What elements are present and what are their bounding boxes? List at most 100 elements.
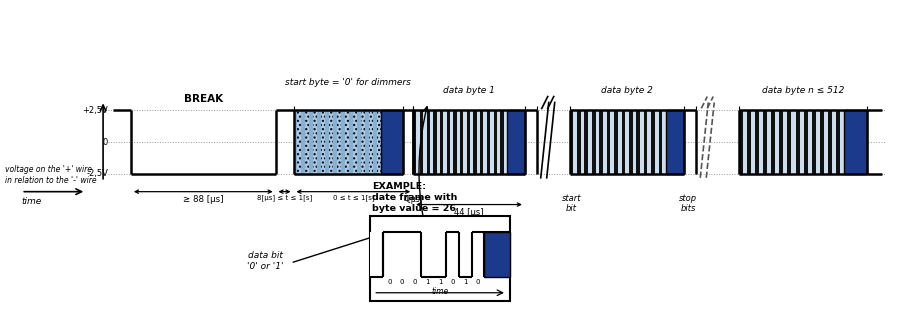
Text: start
bit: start bit	[562, 194, 581, 213]
Bar	[738, 110, 743, 174]
Bar	[609, 110, 614, 174]
Text: -2,5V: -2,5V	[86, 169, 108, 178]
Bar	[831, 110, 834, 174]
Bar	[433, 110, 437, 174]
Bar	[636, 110, 640, 174]
Bar	[453, 110, 456, 174]
Bar	[470, 110, 473, 174]
Text: 0 ≤ t ≤ 1[s]: 0 ≤ t ≤ 1[s]	[332, 195, 374, 202]
Bar	[416, 110, 419, 174]
Bar	[602, 110, 606, 174]
Bar	[357, 110, 361, 174]
Bar	[426, 110, 429, 174]
Bar	[484, 232, 509, 277]
Bar	[811, 110, 815, 174]
Bar	[317, 110, 321, 174]
Bar	[584, 110, 587, 174]
Bar	[843, 110, 866, 174]
Text: 4[µs]: 4[µs]	[403, 195, 423, 204]
Bar	[569, 110, 573, 174]
Bar	[490, 110, 493, 174]
Bar	[419, 110, 423, 174]
Bar	[790, 110, 795, 174]
Bar	[625, 110, 629, 174]
Bar	[293, 110, 380, 174]
Bar	[429, 110, 433, 174]
Text: data byte 2: data byte 2	[600, 86, 652, 95]
Text: EXAMPLE:
date frame with
byte value = 26: EXAMPLE: date frame with byte value = 26	[372, 182, 457, 214]
Text: stop
bits: stop bits	[678, 194, 697, 213]
Bar	[506, 110, 524, 174]
Bar	[373, 110, 377, 174]
Bar	[503, 110, 506, 174]
Bar	[758, 110, 763, 174]
Text: 0: 0	[103, 138, 108, 147]
Bar	[309, 110, 313, 174]
Text: ≥ 88 [µs]: ≥ 88 [µs]	[183, 195, 223, 204]
Bar	[325, 110, 329, 174]
Bar	[621, 110, 625, 174]
Bar	[413, 110, 506, 174]
Bar	[654, 110, 658, 174]
Bar	[766, 110, 770, 174]
Text: 1: 1	[425, 279, 429, 285]
Bar	[799, 110, 802, 174]
Bar	[775, 110, 778, 174]
Text: 0: 0	[387, 279, 391, 285]
Bar	[595, 110, 598, 174]
Bar	[439, 110, 443, 174]
Bar	[640, 110, 643, 174]
Bar	[493, 110, 496, 174]
Bar	[629, 110, 632, 174]
Bar	[839, 110, 843, 174]
Bar	[823, 110, 827, 174]
Bar	[349, 110, 353, 174]
Bar	[500, 110, 503, 174]
Bar	[662, 110, 665, 174]
Bar	[443, 110, 446, 174]
Bar	[369, 216, 509, 301]
Bar	[413, 110, 416, 174]
Bar	[815, 110, 819, 174]
Text: BREAK: BREAK	[184, 95, 222, 104]
Bar	[632, 110, 636, 174]
Bar	[573, 110, 576, 174]
Text: 0: 0	[475, 279, 480, 285]
Bar	[643, 110, 647, 174]
Text: start byte = '0' for dimmers: start byte = '0' for dimmers	[285, 78, 411, 86]
Bar	[614, 110, 618, 174]
Bar	[380, 110, 403, 174]
Bar	[293, 110, 297, 174]
Bar	[598, 110, 602, 174]
Bar	[480, 110, 483, 174]
Bar	[449, 110, 453, 174]
Bar	[658, 110, 662, 174]
Bar	[569, 110, 665, 174]
Bar	[341, 110, 345, 174]
Bar	[763, 110, 766, 174]
Bar	[754, 110, 758, 174]
Bar	[743, 110, 746, 174]
Bar	[819, 110, 823, 174]
Bar	[827, 110, 831, 174]
Bar	[483, 110, 486, 174]
Bar	[751, 110, 754, 174]
Bar	[618, 110, 621, 174]
Text: data byte 1: data byte 1	[443, 86, 494, 95]
Bar	[365, 110, 369, 174]
Bar	[486, 110, 490, 174]
Bar	[587, 110, 591, 174]
Text: 1: 1	[462, 279, 467, 285]
Bar	[446, 110, 449, 174]
Bar	[473, 110, 476, 174]
Text: 1: 1	[437, 279, 442, 285]
Text: time: time	[431, 287, 448, 296]
Bar	[665, 110, 684, 174]
Bar	[807, 110, 811, 174]
Text: 8[µs] ≤ t ≤ 1[s]: 8[µs] ≤ t ≤ 1[s]	[256, 195, 312, 202]
Text: voltage on the '+' wire
in relation to the '-' wire: voltage on the '+' wire in relation to t…	[6, 165, 96, 185]
Text: 0: 0	[450, 279, 455, 285]
Bar	[770, 110, 775, 174]
Bar	[580, 110, 584, 174]
Bar	[460, 110, 463, 174]
